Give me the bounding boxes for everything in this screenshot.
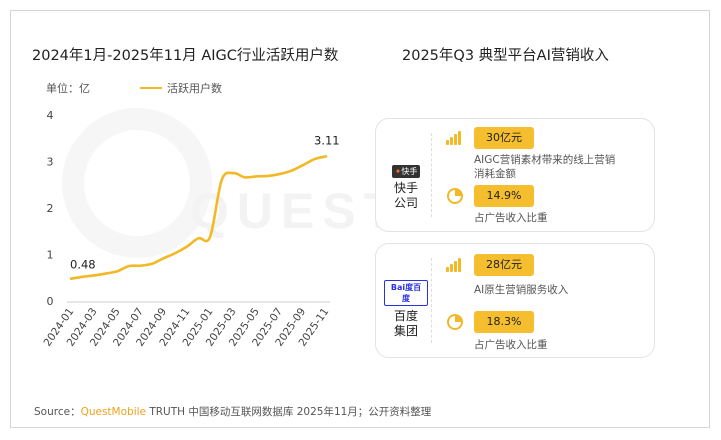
company-name-line2: 集团 xyxy=(393,324,418,338)
data-point xyxy=(325,155,327,158)
metric-amount-pill: 28亿元 xyxy=(474,254,534,276)
kuaishou-logo-badge: ✦快手 xyxy=(391,165,421,178)
data-point xyxy=(209,236,211,238)
company-name-line1: 百度 xyxy=(393,309,418,323)
data-point xyxy=(255,175,258,178)
data-point xyxy=(162,257,165,260)
card-divider xyxy=(431,258,432,343)
pie-chart-icon xyxy=(447,314,463,330)
platform-card-baidu: Bai度百度 百度 集团 28亿元 AI原生营销服务收入 18.3% 占广告收入… xyxy=(375,243,655,358)
data-point xyxy=(186,245,188,248)
legend-label: 活跃用户数 xyxy=(167,82,222,95)
data-point xyxy=(139,264,142,267)
baidu-logo-badge: Bai度百度 xyxy=(384,280,428,306)
metric-amount-desc-line2: 消耗金额 xyxy=(474,168,516,180)
source-text: TRUTH 中国移动互联网数据库 2025年11月；公开资料整理 xyxy=(146,406,432,418)
data-point xyxy=(128,265,130,267)
left-chart-title: 2024年1月-2025年11月 AIGC行业活跃用户数 xyxy=(32,48,339,64)
y-tick-label: 0 xyxy=(47,295,54,308)
data-point xyxy=(232,172,235,174)
y-tick-label: 4 xyxy=(47,109,54,122)
y-tick-label: 1 xyxy=(47,249,54,262)
data-point xyxy=(197,237,200,240)
metric-amount-desc-line1: AIGC营销素材带来的线上营销 xyxy=(474,154,616,166)
data-point xyxy=(116,270,119,273)
data-point xyxy=(174,252,177,254)
data-label-last: 3.11 xyxy=(314,133,340,147)
source-note: Source：QuestMobile TRUTH 中国移动互联网数据库 2025… xyxy=(34,404,431,419)
data-point xyxy=(244,176,246,179)
data-label-first: 0.48 xyxy=(70,258,96,272)
data-point xyxy=(70,277,72,280)
data-point xyxy=(220,179,223,181)
source-brand: QuestMobile xyxy=(80,406,146,418)
unit-label: 单位：亿 xyxy=(46,82,90,95)
y-tick-label: 2 xyxy=(47,202,54,215)
data-point xyxy=(267,175,269,177)
kuaishou-logo: ✦快手 快手 公司 xyxy=(384,159,428,211)
bar-chart-icon xyxy=(446,258,462,272)
metric-amount-desc-line1: AI原生营销服务收入 xyxy=(474,284,569,296)
metric-share-desc: 占广告收入比重 xyxy=(474,212,548,224)
card-divider xyxy=(431,133,432,217)
data-point xyxy=(93,274,95,277)
y-tick-label: 3 xyxy=(47,156,54,169)
metric-share-desc: 占广告收入比重 xyxy=(474,339,548,351)
metric-share-pill: 18.3% xyxy=(474,311,534,333)
right-panel-title: 2025年Q3 典型平台AI营销收入 xyxy=(402,48,609,64)
series-line-active-users xyxy=(69,155,328,280)
legend-line-swatch xyxy=(140,87,162,89)
company-name-line2: 公司 xyxy=(393,196,418,210)
data-point xyxy=(302,164,304,167)
data-point xyxy=(290,170,293,172)
data-point xyxy=(151,263,153,265)
platform-card-kuaishou: ✦快手 快手 公司 30亿元 AIGC营销素材带来的线上营销 消耗金额 14.9… xyxy=(375,118,655,232)
baidu-logo: Bai度百度 百度 集团 xyxy=(384,280,428,339)
metric-amount-pill: 30亿元 xyxy=(474,127,534,149)
data-point xyxy=(81,276,84,278)
pie-chart-icon xyxy=(447,188,463,204)
data-point xyxy=(104,272,107,275)
bar-chart-icon xyxy=(446,131,462,145)
data-point xyxy=(278,173,281,175)
data-point xyxy=(313,158,316,160)
metric-share-pill: 14.9% xyxy=(474,185,534,207)
chart-legend: 活跃用户数 xyxy=(140,80,222,96)
source-label: Source： xyxy=(34,406,81,418)
company-name-line1: 快手 xyxy=(393,181,418,195)
